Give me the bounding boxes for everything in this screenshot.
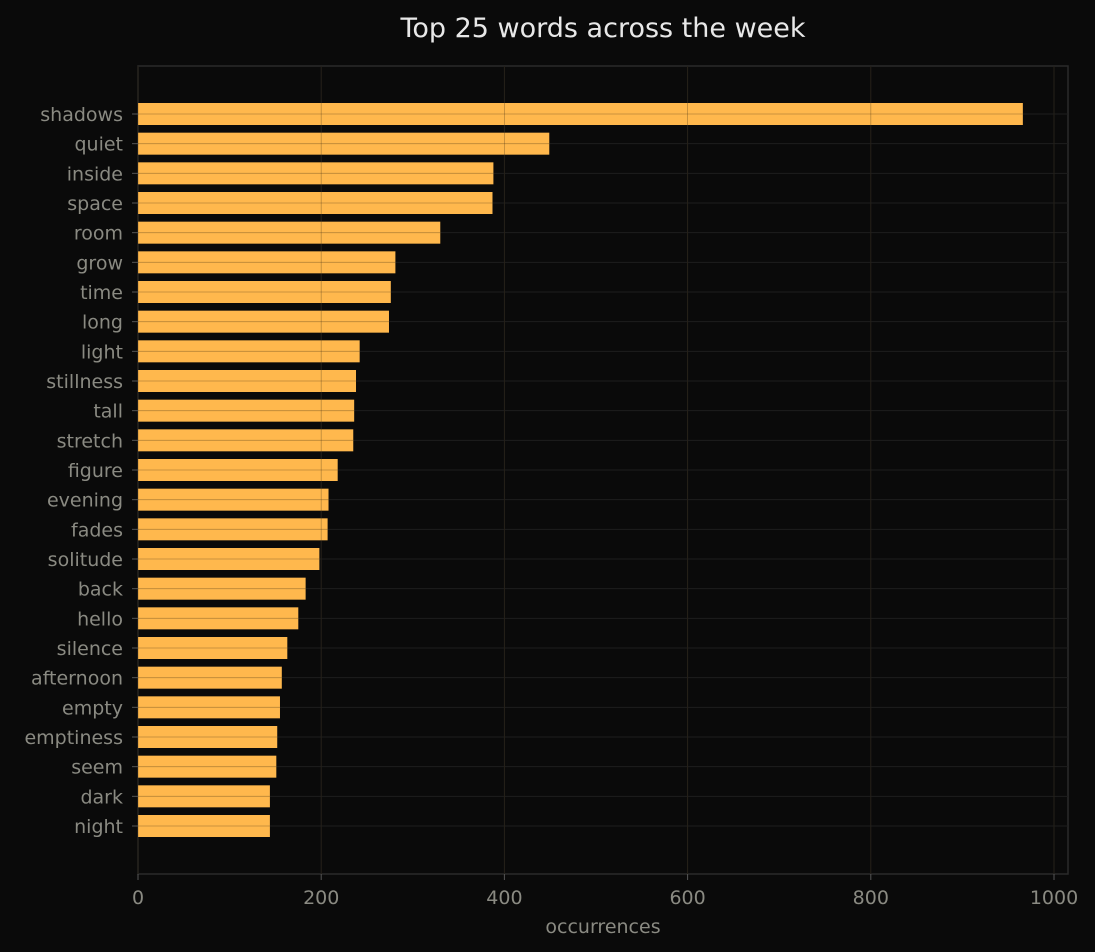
y-tick-label: tall (93, 401, 123, 423)
y-tick-label: empty (62, 697, 123, 719)
bar (138, 399, 355, 422)
bar (138, 459, 338, 481)
bar (138, 251, 396, 274)
bar (138, 429, 354, 452)
bar (138, 103, 1023, 125)
y-tick-label: back (78, 579, 123, 601)
y-tick-label: fades (71, 519, 123, 541)
y-tick-label: seem (71, 757, 123, 779)
y-tick-label: night (74, 816, 123, 838)
bar (138, 696, 280, 719)
bar (138, 192, 493, 214)
y-tick-label: light (81, 341, 123, 363)
bar (138, 370, 357, 392)
x-tick-label: 200 (303, 887, 339, 909)
y-tick-label: time (80, 282, 123, 304)
y-tick-label: long (82, 312, 123, 334)
bar (138, 488, 329, 511)
bar (138, 785, 270, 808)
bar-overlay-grid (137, 66, 1055, 874)
y-tick-label: space (67, 193, 123, 215)
bar (138, 577, 306, 600)
y-tick-label: quiet (74, 134, 123, 156)
y-tick-label: silence (57, 638, 123, 660)
x-tick-label: 1000 (1030, 887, 1078, 909)
bar (138, 755, 277, 778)
bar (138, 726, 278, 748)
bar (138, 815, 270, 837)
x-tick-label: 800 (853, 887, 889, 909)
y-tick-label: shadows (40, 104, 123, 126)
y-tick-label: evening (47, 490, 123, 512)
bars (138, 103, 1023, 837)
x-tick-label: 400 (486, 887, 522, 909)
x-tick-labels: 0 200 400 600 800 1000 (132, 874, 1078, 909)
y-tick-label: figure (68, 460, 123, 482)
y-tick-label: grow (76, 252, 123, 274)
bar (138, 132, 550, 155)
x-tick-label: 600 (669, 887, 705, 909)
bar (138, 607, 299, 630)
y-tick-label: solitude (48, 549, 123, 571)
y-tick-labels: shadows quiet inside space room grow time long l… (24, 104, 138, 838)
x-tick-label: 0 (132, 887, 144, 909)
bar (138, 281, 391, 303)
y-tick-label: stretch (57, 430, 123, 452)
bar (138, 666, 282, 689)
bar (138, 548, 320, 570)
chart-title: Top 25 words across the week (399, 13, 805, 44)
bar (138, 518, 328, 541)
y-tick-label: dark (80, 786, 123, 808)
bar (138, 221, 441, 244)
y-tick-label: hello (77, 608, 123, 630)
bar (138, 637, 288, 659)
y-tick-label: afternoon (31, 668, 123, 690)
y-tick-label: stillness (46, 371, 123, 393)
y-tick-label: inside (67, 163, 123, 185)
bar (138, 162, 494, 185)
bar (138, 310, 389, 333)
x-axis-label: occurrences (545, 916, 660, 938)
y-tick-label: room (74, 223, 123, 245)
bar (138, 340, 360, 363)
y-tick-label: emptiness (24, 727, 123, 749)
